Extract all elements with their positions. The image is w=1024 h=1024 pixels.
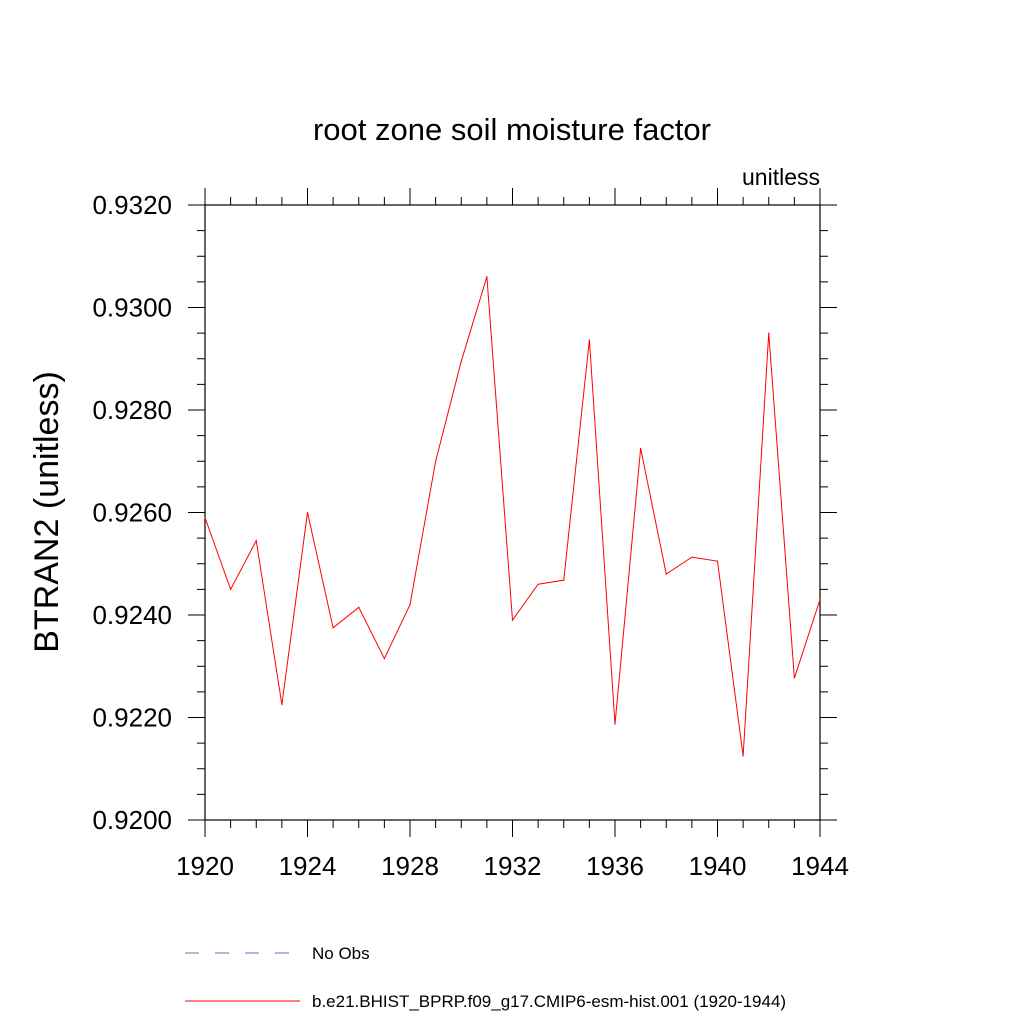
data-point xyxy=(640,447,642,450)
x-tick-label: 1936 xyxy=(586,851,644,881)
y-tick-label: 0.9280 xyxy=(92,395,172,425)
data-point xyxy=(716,560,719,562)
data-point xyxy=(204,517,206,519)
y-tick-label: 0.9320 xyxy=(92,190,172,220)
data-point xyxy=(281,704,283,706)
units-label: unitless xyxy=(742,164,820,190)
data-point xyxy=(306,511,309,514)
data-point xyxy=(742,755,744,757)
plot-frame xyxy=(204,204,821,821)
data-point xyxy=(691,556,693,558)
data-point xyxy=(230,588,232,590)
y-axis-label: BTRAN2 (unitless) xyxy=(28,371,66,653)
x-tick-layer: 1920 1924 1928 1932 1936 1940 1944 xyxy=(176,188,849,881)
data-point xyxy=(537,583,539,585)
data-point xyxy=(665,573,667,575)
y-tick-label: 0.9260 xyxy=(92,498,172,528)
y-tick-label: 0.9300 xyxy=(92,293,172,323)
data-point xyxy=(460,360,462,362)
data-point xyxy=(588,339,590,341)
legend: No Obs b.e21.BHIST_BPRP.f09_g17.CMIP6-es… xyxy=(185,944,786,1011)
series-line xyxy=(204,276,821,757)
legend-label-no-obs: No Obs xyxy=(312,944,370,963)
data-point xyxy=(511,619,514,621)
data-point xyxy=(383,657,385,660)
x-tick-label: 1924 xyxy=(279,851,337,881)
y-tick-label: 0.9240 xyxy=(92,600,172,630)
data-point xyxy=(435,460,437,462)
x-tick-label: 1928 xyxy=(381,851,439,881)
data-point xyxy=(793,677,795,679)
x-tick-label: 1920 xyxy=(176,851,234,881)
data-point xyxy=(819,599,821,601)
data-point xyxy=(486,276,488,278)
data-point xyxy=(614,723,616,725)
chart-title: root zone soil moisture factor xyxy=(313,112,711,147)
y-tick-layer: 0.9200 0.9220 0.9240 0.9260 0.9280 0.9300 0.93… xyxy=(92,190,837,835)
data-point xyxy=(255,540,257,542)
y-tick-label: 0.9200 xyxy=(92,805,172,835)
data-point xyxy=(358,606,360,608)
data-point xyxy=(409,604,411,606)
data-point xyxy=(768,332,770,334)
data-point xyxy=(563,579,565,581)
series-layer xyxy=(204,276,821,757)
x-tick-label: 1932 xyxy=(484,851,542,881)
x-tick-label: 1940 xyxy=(689,851,747,881)
legend-label-model: b.e21.BHIST_BPRP.f09_g17.CMIP6-esm-hist.… xyxy=(312,992,786,1011)
data-point xyxy=(332,627,334,629)
y-tick-label: 0.9220 xyxy=(92,703,172,733)
x-tick-label: 1944 xyxy=(791,851,849,881)
